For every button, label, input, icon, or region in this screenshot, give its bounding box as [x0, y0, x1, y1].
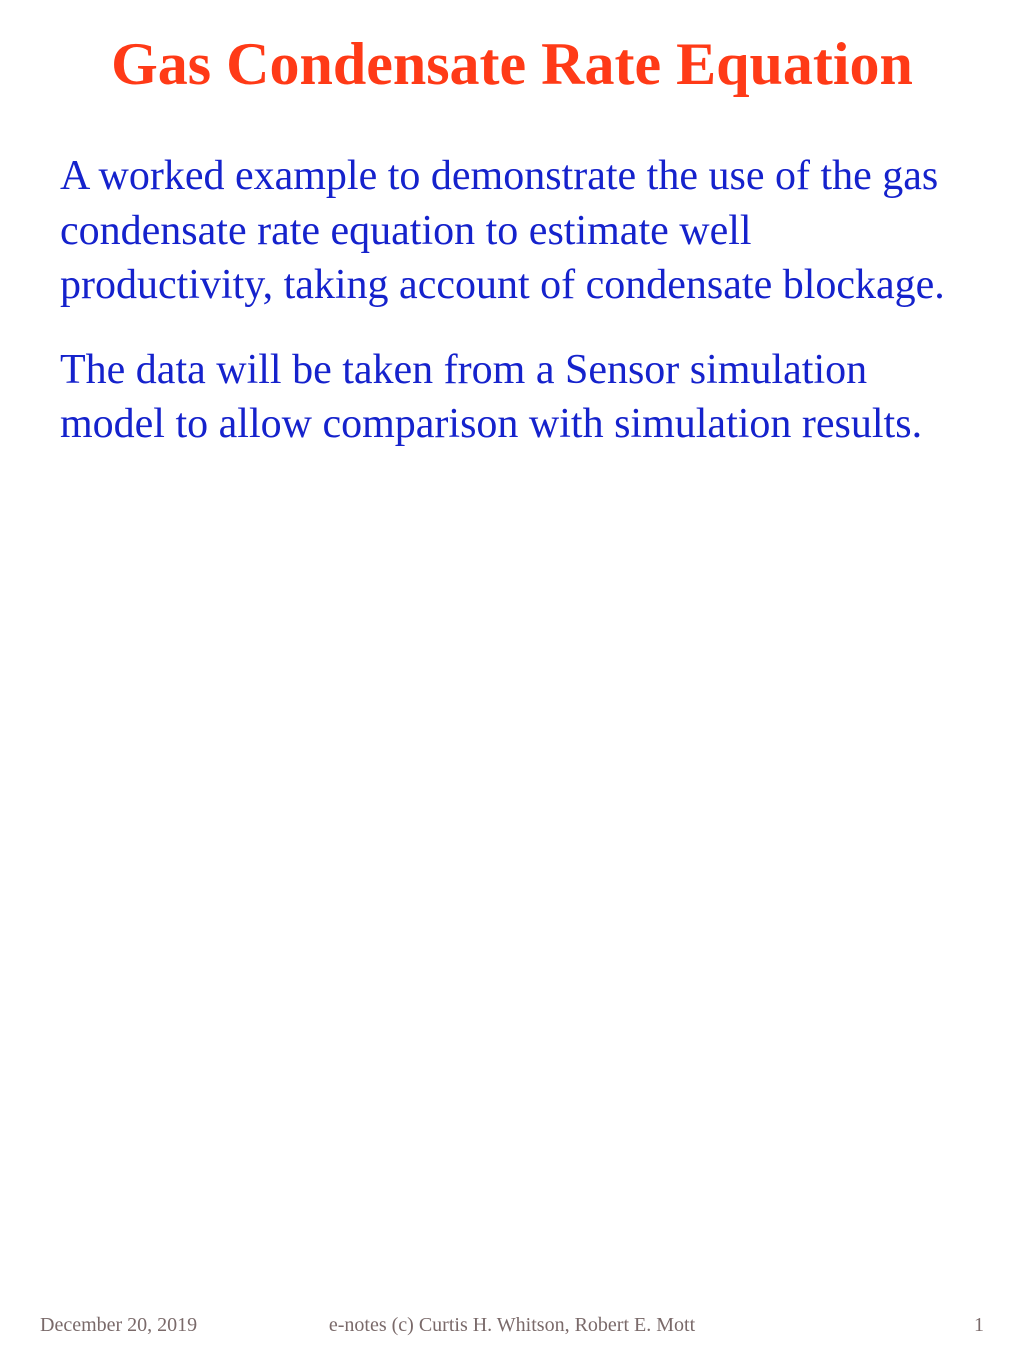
paragraph-2: The data will be taken from a Sensor sim…	[60, 343, 964, 452]
slide: Gas Condensate Rate Equation A worked ex…	[0, 0, 1024, 1365]
paragraph-1: A worked example to demonstrate the use …	[60, 149, 964, 313]
footer-date: December 20, 2019	[40, 1314, 197, 1337]
slide-footer: December 20, 2019 e-notes (c) Curtis H. …	[0, 1314, 1024, 1337]
footer-page-number: 1	[974, 1314, 984, 1337]
slide-title: Gas Condensate Rate Equation	[60, 30, 964, 99]
footer-copyright: e-notes (c) Curtis H. Whitson, Robert E.…	[329, 1314, 695, 1337]
